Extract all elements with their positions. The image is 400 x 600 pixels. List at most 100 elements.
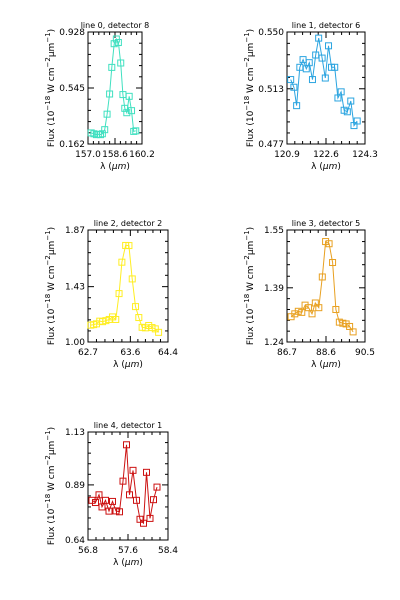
data-point (96, 131, 104, 139)
x-tick-label: 122.6 (313, 150, 339, 160)
y-tick-label: 0.513 (258, 85, 284, 95)
data-point (329, 259, 337, 267)
data-point (101, 126, 109, 134)
data-point (143, 468, 150, 476)
data-point (112, 315, 120, 323)
y-tick-label: 0.550 (258, 28, 284, 38)
data-point (315, 34, 323, 42)
data-point (121, 104, 129, 112)
data-point (110, 40, 118, 48)
data-point (123, 109, 131, 117)
y-tick-label: 0.928 (59, 28, 85, 38)
panel-title: line 4, detector 1 (94, 421, 163, 430)
series-line (90, 244, 159, 333)
y-tick-label: 0.89 (65, 481, 85, 491)
data-point (321, 74, 329, 82)
data-point (308, 310, 316, 318)
data-point (140, 519, 147, 527)
x-tick-label: 88.6 (316, 348, 336, 358)
x-tick-label: 57.6 (118, 546, 138, 556)
x-tick-label: 124.3 (352, 150, 378, 160)
data-point (123, 441, 130, 449)
data-point (116, 508, 123, 516)
series-line (91, 37, 136, 136)
x-tick-label: 90.5 (355, 348, 375, 358)
panel-1: line 1, detector 6 120.9 122.6 124.3 0.477 0.… (243, 21, 378, 172)
y-tick-label: 0.162 (59, 140, 85, 150)
panel-4: line 4, detector 1 56.8 57.6 58.4 0.64 0.89 1.… (44, 421, 178, 568)
data-point (325, 42, 333, 50)
y-tick-label: 0.477 (258, 140, 284, 150)
data-point (331, 63, 339, 71)
y-tick-label: 1.39 (264, 284, 284, 294)
panel-title: line 3, detector 5 (292, 219, 361, 228)
panel-3: line 3, detector 5 86.7 88.6 90.5 1.24 1.39 1.… (243, 219, 375, 370)
data-point (129, 466, 137, 474)
data-point (125, 92, 133, 100)
x-tick-label: 62.7 (78, 348, 98, 358)
data-point (133, 496, 140, 504)
data-point (287, 76, 295, 84)
y-axis-label: Flux (10−18 W cm−2μm−1) (243, 29, 256, 147)
panel-title: line 2, detector 2 (94, 219, 163, 228)
data-point (132, 303, 140, 311)
x-axis-label: λ (μm) (113, 558, 143, 568)
data-point (155, 328, 163, 336)
data-point (108, 63, 116, 71)
data-point (103, 110, 111, 118)
panel-title: line 1, detector 6 (292, 21, 361, 30)
x-tick-label: 160.2 (129, 150, 155, 160)
data-point (125, 242, 133, 250)
x-tick-label: 86.7 (277, 348, 297, 358)
y-tick-label: 1.55 (264, 226, 284, 236)
data-point (153, 483, 161, 491)
data-point (290, 83, 298, 91)
x-tick-label: 56.8 (78, 546, 98, 556)
data-point (102, 496, 109, 504)
panel-title: line 0, detector 8 (81, 21, 150, 30)
data-point (305, 59, 313, 67)
y-axis-label: Flux (10−18 W cm−2μm−1) (44, 29, 57, 147)
plot-frame (87, 229, 169, 343)
x-tick-label: 64.4 (158, 348, 178, 358)
data-point (98, 503, 106, 511)
plot-frame (87, 31, 143, 145)
y-tick-label: 0.545 (59, 84, 85, 94)
data-point (315, 304, 323, 312)
y-axis-label: Flux (10−18 W cm−2μm−1) (44, 427, 57, 545)
data-point (98, 130, 106, 138)
data-point (117, 59, 125, 67)
y-tick-label: 1.43 (65, 283, 85, 293)
series-line (290, 38, 358, 127)
data-point (130, 127, 138, 135)
data-point (325, 240, 333, 248)
x-tick-label: 158.6 (102, 150, 128, 160)
y-tick-label: 0.64 (65, 536, 85, 546)
data-point (150, 496, 157, 504)
data-point (112, 35, 120, 43)
data-point (95, 491, 103, 499)
y-axis-label: Flux (10−18 W cm−2μm−1) (44, 227, 57, 345)
x-axis-label: λ (μm) (100, 162, 130, 172)
data-point (128, 107, 136, 115)
series-line (290, 240, 354, 333)
x-tick-label: 58.4 (158, 546, 178, 556)
panel-2: line 2, detector 2 62.7 63.6 64.4 1.00 1.43 1.… (44, 219, 178, 370)
data-point (343, 108, 351, 116)
data-point (115, 290, 123, 298)
data-point (332, 305, 340, 313)
data-point (337, 88, 345, 96)
series-line (91, 444, 158, 525)
data-point (132, 127, 140, 135)
x-tick-label: 157.0 (75, 150, 101, 160)
y-tick-label: 1.00 (65, 338, 85, 348)
data-point (128, 275, 136, 283)
x-tick-label: 63.6 (120, 348, 140, 358)
x-axis-label: λ (μm) (311, 360, 341, 370)
data-point (347, 97, 355, 105)
data-point (119, 477, 127, 485)
data-point (118, 258, 126, 266)
x-axis-label: λ (μm) (113, 360, 143, 370)
y-tick-label: 1.13 (65, 428, 85, 438)
